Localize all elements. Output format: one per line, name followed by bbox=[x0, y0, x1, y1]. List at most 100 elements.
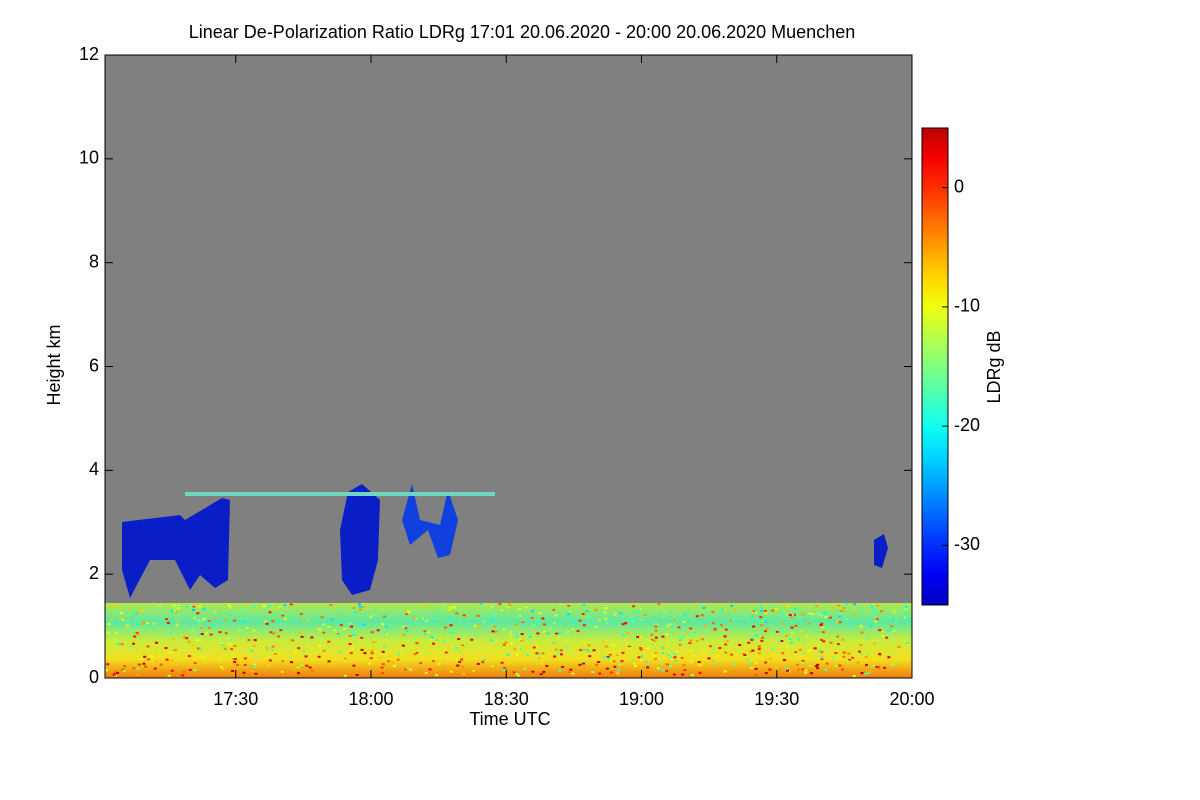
speckle bbox=[587, 650, 591, 653]
speckle bbox=[164, 647, 168, 650]
speckle bbox=[146, 645, 150, 648]
speckle bbox=[360, 648, 364, 651]
speckle bbox=[904, 605, 908, 608]
speckle bbox=[534, 658, 538, 661]
speckle bbox=[858, 650, 862, 653]
speckle bbox=[554, 641, 558, 644]
speckle bbox=[613, 665, 617, 668]
speckle bbox=[106, 631, 110, 634]
speckle bbox=[510, 642, 514, 645]
speckle bbox=[348, 635, 352, 638]
speckle bbox=[594, 608, 598, 611]
speckle bbox=[609, 659, 613, 662]
speckle bbox=[523, 668, 527, 671]
speckle bbox=[302, 650, 306, 653]
speckle bbox=[594, 625, 598, 628]
speckle bbox=[144, 665, 148, 668]
speckle bbox=[264, 605, 268, 608]
speckle bbox=[521, 621, 525, 624]
speckle bbox=[181, 674, 185, 677]
speckle bbox=[708, 645, 712, 648]
speckle bbox=[306, 619, 310, 622]
speckle bbox=[353, 631, 357, 634]
speckle bbox=[639, 648, 643, 651]
speckle bbox=[531, 670, 535, 673]
speckle bbox=[274, 655, 278, 658]
speckle bbox=[585, 610, 589, 613]
speckle bbox=[177, 604, 181, 607]
speckle bbox=[500, 661, 504, 664]
speckle bbox=[519, 648, 523, 651]
speckle bbox=[284, 618, 288, 621]
speckle bbox=[712, 648, 716, 651]
speckle bbox=[689, 660, 693, 663]
speckle bbox=[904, 652, 908, 655]
speckle bbox=[383, 614, 387, 617]
speckle bbox=[774, 666, 778, 669]
speckle bbox=[763, 620, 767, 623]
speckle bbox=[513, 647, 517, 650]
speckle bbox=[362, 623, 366, 626]
speckle bbox=[859, 625, 863, 628]
speckle bbox=[476, 662, 480, 665]
speckle bbox=[820, 638, 824, 641]
speckle bbox=[559, 650, 563, 653]
speckle bbox=[876, 618, 880, 621]
speckle bbox=[657, 603, 661, 606]
speckle bbox=[636, 635, 640, 638]
speckle bbox=[277, 635, 281, 638]
speckle bbox=[167, 632, 171, 635]
speckle bbox=[430, 636, 434, 639]
speckle bbox=[205, 631, 209, 634]
speckle bbox=[616, 672, 620, 675]
speckle bbox=[429, 638, 433, 641]
speckle bbox=[815, 665, 819, 668]
speckle bbox=[512, 671, 516, 674]
speckle bbox=[438, 662, 442, 665]
speckle bbox=[834, 657, 838, 660]
speckle bbox=[565, 646, 569, 649]
y-tick-label: 10 bbox=[79, 148, 99, 168]
speckle bbox=[661, 669, 665, 672]
speckle bbox=[702, 606, 706, 609]
speckle bbox=[343, 627, 347, 630]
speckle bbox=[654, 625, 658, 628]
speckle bbox=[581, 662, 585, 665]
speckle bbox=[847, 658, 851, 661]
speckle bbox=[621, 651, 625, 654]
speckle bbox=[881, 634, 885, 637]
speckle bbox=[449, 606, 453, 609]
speckle bbox=[188, 668, 192, 671]
speckle bbox=[305, 664, 309, 667]
speckle bbox=[443, 640, 447, 643]
speckle bbox=[860, 607, 864, 610]
speckle bbox=[239, 618, 243, 621]
speckle bbox=[796, 638, 800, 641]
speckle bbox=[285, 642, 289, 645]
speckle bbox=[424, 672, 428, 675]
speckle bbox=[604, 617, 608, 620]
speckle bbox=[880, 610, 884, 613]
speckle bbox=[452, 646, 456, 649]
speckle bbox=[552, 608, 556, 611]
speckle bbox=[106, 663, 110, 666]
speckle bbox=[764, 612, 768, 615]
speckle bbox=[329, 603, 333, 606]
speckle bbox=[713, 627, 717, 630]
speckle bbox=[271, 645, 275, 648]
speckle bbox=[265, 649, 269, 652]
speckle bbox=[242, 620, 246, 623]
speckle bbox=[393, 665, 397, 668]
colorbar-tick-label: 0 bbox=[954, 176, 964, 196]
speckle bbox=[242, 608, 246, 611]
speckle bbox=[262, 604, 266, 607]
speckle bbox=[718, 647, 722, 650]
speckle bbox=[686, 642, 690, 645]
speckle bbox=[175, 623, 179, 626]
speckle bbox=[165, 618, 169, 621]
speckle bbox=[472, 634, 476, 637]
speckle bbox=[597, 660, 601, 663]
speckle bbox=[254, 672, 258, 675]
speckle bbox=[200, 632, 204, 635]
speckle bbox=[192, 609, 196, 612]
